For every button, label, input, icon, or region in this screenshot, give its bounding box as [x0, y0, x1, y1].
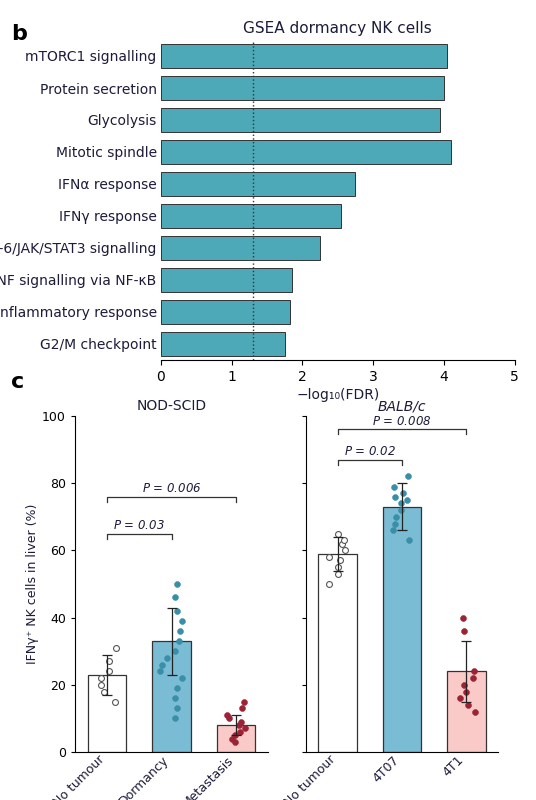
Point: [174, 634, 183, 647]
Y-axis label: IFNγ⁺ NK cells in liver (%): IFNγ⁺ NK cells in liver (%): [26, 504, 39, 664]
Point: [390, 480, 399, 493]
Point: [231, 735, 240, 748]
Point: [460, 678, 468, 691]
Point: [405, 534, 413, 546]
Point: [176, 625, 184, 638]
Bar: [161, 109, 440, 131]
Point: [460, 625, 468, 638]
Point: [178, 614, 187, 627]
Point: [171, 712, 180, 725]
Point: [172, 578, 181, 590]
Text: $P$ = 0.006: $P$ = 0.006: [142, 482, 202, 495]
Point: [398, 487, 407, 500]
Bar: [161, 269, 292, 291]
Text: $P$ = 0.02: $P$ = 0.02: [344, 445, 396, 458]
Bar: [161, 45, 448, 67]
Point: [391, 517, 400, 530]
Point: [341, 544, 349, 557]
Point: [470, 706, 479, 718]
Bar: [318, 554, 357, 752]
Point: [156, 665, 165, 678]
Point: [333, 567, 342, 580]
Point: [173, 702, 182, 714]
Point: [324, 578, 333, 590]
Point: [162, 651, 171, 664]
Point: [173, 682, 182, 694]
Point: [97, 672, 106, 685]
Point: [228, 732, 237, 745]
Bar: [161, 237, 320, 259]
Title: BALB/c: BALB/c: [378, 399, 426, 414]
Bar: [152, 641, 191, 752]
Point: [403, 494, 411, 506]
Point: [397, 504, 406, 517]
Bar: [217, 725, 255, 752]
Point: [389, 524, 397, 537]
Point: [469, 672, 478, 685]
Point: [171, 645, 180, 658]
Point: [178, 672, 187, 685]
Title: NOD-SCID: NOD-SCID: [137, 399, 206, 414]
Point: [237, 715, 245, 728]
Bar: [161, 205, 341, 227]
Point: [230, 729, 239, 742]
Point: [392, 510, 401, 523]
Bar: [161, 173, 355, 195]
Bar: [161, 141, 451, 163]
Point: [464, 698, 473, 711]
Point: [240, 695, 248, 708]
Point: [333, 527, 342, 540]
Point: [236, 726, 244, 738]
Point: [158, 658, 167, 671]
Bar: [447, 671, 486, 752]
Text: $P$ = 0.03: $P$ = 0.03: [114, 519, 165, 532]
Point: [339, 534, 348, 546]
Point: [404, 470, 413, 483]
Point: [105, 655, 113, 668]
Point: [334, 561, 343, 574]
Point: [455, 692, 464, 705]
Point: [171, 692, 180, 705]
Point: [470, 665, 479, 678]
Point: [222, 709, 231, 722]
Point: [325, 550, 333, 563]
Point: [458, 611, 467, 624]
Bar: [161, 333, 285, 355]
Point: [241, 722, 250, 735]
Point: [338, 538, 346, 550]
Point: [173, 605, 181, 618]
Text: c: c: [11, 372, 24, 392]
Point: [335, 554, 344, 567]
Point: [104, 665, 113, 678]
Point: [397, 497, 405, 510]
Point: [111, 695, 120, 708]
Text: $P$ = 0.008: $P$ = 0.008: [372, 414, 432, 428]
Bar: [161, 301, 289, 323]
Bar: [383, 506, 421, 752]
Point: [390, 490, 399, 503]
Point: [99, 685, 108, 698]
Point: [235, 718, 243, 731]
Bar: [161, 77, 444, 99]
Point: [97, 678, 106, 691]
Bar: [88, 674, 126, 752]
Point: [237, 702, 246, 714]
X-axis label: −log₁₀(FDR): −log₁₀(FDR): [296, 388, 379, 402]
Point: [462, 685, 471, 698]
Text: b: b: [11, 24, 27, 44]
Point: [225, 712, 234, 725]
Point: [170, 591, 179, 604]
Title: GSEA dormancy NK cells: GSEA dormancy NK cells: [243, 21, 432, 36]
Point: [112, 642, 121, 654]
